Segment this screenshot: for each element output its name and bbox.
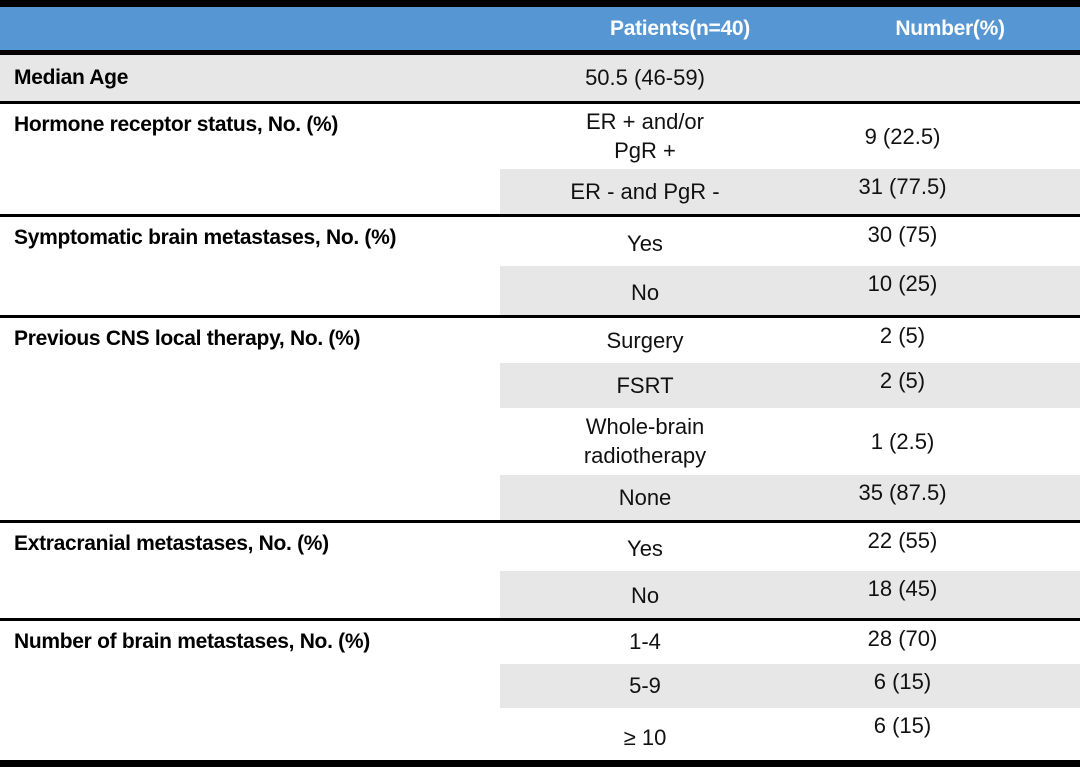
row-band: 50.5 (46-59) (500, 55, 1080, 101)
table-row: Whole-brain radiotherapy 1 (2.5) (0, 408, 1080, 475)
row-band: ER + and/or PgR + 9 (22.5) (500, 104, 1080, 169)
cell-category: Yes (627, 231, 663, 257)
cell-value: 35 (87.5) (858, 480, 947, 505)
section-previous-cns-local-therapy: Previous CNS local therapy, No. (%) Surg… (0, 318, 1080, 523)
table-row: ER - and PgR - 31 (77.5) (0, 169, 1080, 214)
row-label: Median Age (14, 66, 129, 89)
row-band: 1-4 28 (70) (500, 621, 1080, 664)
table-row: No 10 (25) (0, 266, 1080, 315)
cell-value: 6 (15) (873, 713, 932, 738)
cell-value: 28 (70) (867, 626, 938, 651)
cell-category: 50.5 (46-59) (585, 64, 705, 90)
cell-value: 22 (55) (867, 528, 938, 553)
cell-category: ≥ 10 (623, 725, 667, 751)
table-row: ≥ 10 6 (15) (0, 708, 1080, 760)
row-band: No 18 (45) (500, 571, 1080, 618)
table-row: ER + and/or PgR + 9 (22.5) (0, 104, 1080, 169)
cell-value (790, 55, 1015, 101)
section-hormone-receptor-status: Hormone receptor status, No. (%) ER + an… (0, 104, 1080, 217)
cell-category: ER - and PgR - (570, 179, 720, 205)
table-row: 5-9 6 (15) (0, 664, 1080, 708)
table-bottom-border (0, 760, 1080, 767)
table-row: FSRT 2 (5) (0, 363, 1080, 408)
table-header-row: Patients(n=40) Number(%) (0, 7, 1080, 55)
cell-value: 18 (45) (867, 576, 938, 601)
row-band: Whole-brain radiotherapy 1 (2.5) (500, 408, 1080, 475)
cell-value: 10 (25) (867, 271, 938, 296)
cell-value: 31 (77.5) (858, 174, 947, 199)
cell-value: 30 (75) (867, 222, 938, 247)
cell-value: 2 (5) (879, 323, 926, 348)
table-row: Surgery 2 (5) (0, 318, 1080, 363)
row-band: No 10 (25) (500, 266, 1080, 315)
row-band: FSRT 2 (5) (500, 363, 1080, 408)
row-label: Extracranial metastases, No. (%) (14, 532, 329, 555)
table-row: Median Age 50.5 (46-59) (0, 55, 1080, 101)
row-label: Number of brain metastases, No. (%) (14, 630, 370, 653)
cell-category: Surgery (606, 328, 684, 354)
cell-value: 6 (15) (873, 669, 932, 694)
table-row: None 35 (87.5) (0, 475, 1080, 520)
cell-category: 1-4 (629, 629, 661, 655)
cell-category: No (630, 583, 660, 609)
cell-category: Yes (627, 536, 663, 562)
row-band: ER - and PgR - 31 (77.5) (500, 169, 1080, 214)
cell-category: 5-9 (629, 673, 661, 699)
cell-category: None (618, 485, 672, 511)
section-median-age: Median Age 50.5 (46-59) (0, 55, 1080, 104)
row-label: Hormone receptor status, No. (%) (14, 113, 339, 136)
table-row: Yes 30 (75) (0, 217, 1080, 266)
column-header-number: Number(%) (895, 16, 1005, 40)
cell-value: 9 (22.5) (864, 123, 941, 149)
row-label: Symptomatic brain metastases, No. (%) (14, 226, 397, 249)
row-band: ≥ 10 6 (15) (500, 708, 1080, 760)
column-header-patients: Patients(n=40) (610, 16, 750, 40)
cell-category: ER + and/or PgR + (585, 108, 704, 163)
row-band: Yes 22 (55) (500, 523, 1080, 571)
section-symptomatic-brain-metastases: Symptomatic brain metastases, No. (%) Ye… (0, 217, 1080, 318)
section-number-of-brain-metastases: Number of brain metastases, No. (%) 1-4 … (0, 621, 1080, 760)
cell-category: FSRT (616, 373, 674, 399)
row-band: None 35 (87.5) (500, 475, 1080, 520)
row-band: Yes 30 (75) (500, 217, 1080, 266)
cell-value: 2 (5) (879, 368, 926, 393)
row-band: 5-9 6 (15) (500, 664, 1080, 708)
cell-value: 1 (2.5) (870, 428, 935, 454)
section-extracranial-metastases: Extracranial metastases, No. (%) Yes 22 … (0, 523, 1080, 621)
table-row: No 18 (45) (0, 571, 1080, 618)
table-top-border (0, 0, 1080, 7)
row-label: Previous CNS local therapy, No. (%) (14, 327, 361, 350)
table-row: Yes 22 (55) (0, 523, 1080, 571)
row-band: Surgery 2 (5) (500, 318, 1080, 363)
cell-category: No (630, 280, 660, 306)
cell-category: Whole-brain radiotherapy (583, 413, 707, 468)
table-row: 1-4 28 (70) (0, 621, 1080, 664)
